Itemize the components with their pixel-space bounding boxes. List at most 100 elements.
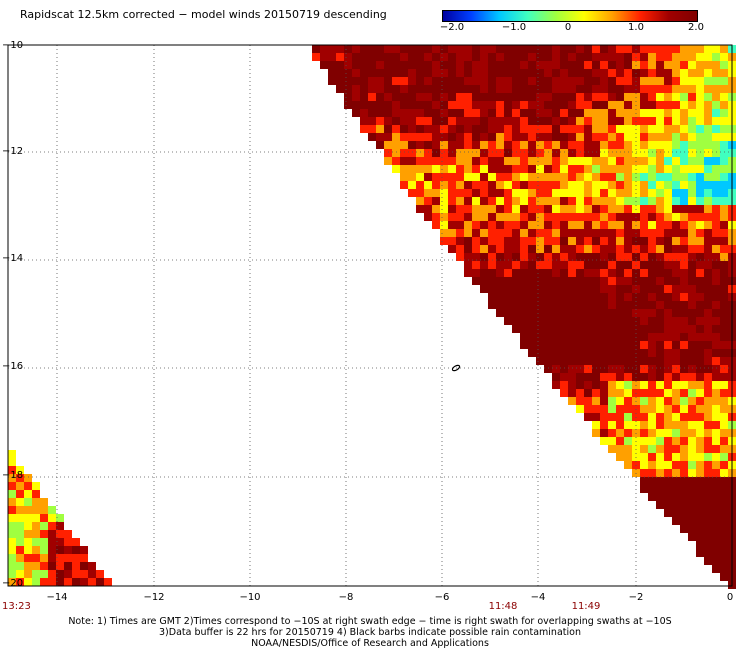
swath-cell bbox=[568, 165, 576, 173]
swath-cell bbox=[464, 205, 472, 213]
swath-cell bbox=[552, 213, 560, 221]
swath-cell bbox=[432, 165, 440, 173]
swath-cell bbox=[712, 125, 720, 133]
swath-cell bbox=[424, 213, 432, 221]
swath-cell bbox=[704, 173, 712, 181]
swath-cell bbox=[440, 213, 448, 221]
swath-cell bbox=[520, 237, 528, 245]
swath-cell bbox=[416, 141, 424, 149]
swath-cell bbox=[640, 85, 648, 93]
swath-cell bbox=[616, 269, 624, 277]
swath-cell bbox=[712, 477, 720, 485]
swath-cell bbox=[456, 237, 464, 245]
swath-cell bbox=[616, 357, 624, 365]
swath-cell bbox=[680, 221, 688, 229]
swath-cell bbox=[712, 301, 720, 309]
swath-cell bbox=[712, 557, 720, 565]
swath-cell bbox=[704, 181, 712, 189]
swath-cell bbox=[584, 285, 592, 293]
swath-cell bbox=[432, 61, 440, 69]
swath-cell bbox=[696, 245, 704, 253]
swath-cell bbox=[656, 133, 664, 141]
swath-cell bbox=[656, 77, 664, 85]
swath-cell bbox=[688, 525, 696, 533]
swath-cell bbox=[672, 461, 680, 469]
swath-cell bbox=[488, 229, 496, 237]
swath-cell bbox=[712, 77, 720, 85]
swath-cell bbox=[640, 469, 648, 477]
swath-cell bbox=[496, 173, 504, 181]
swath-cell bbox=[560, 277, 568, 285]
swath-cell bbox=[600, 301, 608, 309]
swath-cell bbox=[472, 77, 480, 85]
swath-cell bbox=[656, 165, 664, 173]
swath-cell bbox=[520, 93, 528, 101]
swath-cell bbox=[688, 181, 696, 189]
swath-cell bbox=[704, 429, 712, 437]
swath-cell bbox=[624, 117, 632, 125]
swath-cell bbox=[472, 109, 480, 117]
swath-cell bbox=[520, 325, 528, 333]
swath-cell bbox=[544, 117, 552, 125]
swath-cell bbox=[616, 389, 624, 397]
swath-cell bbox=[488, 293, 496, 301]
swath-cell bbox=[456, 245, 464, 253]
swath-cell bbox=[696, 405, 704, 413]
swath-cell bbox=[656, 445, 664, 453]
swath-cell bbox=[720, 469, 728, 477]
swath-cell bbox=[392, 77, 400, 85]
swath-cell bbox=[440, 69, 448, 77]
swath-cell bbox=[584, 53, 592, 61]
swath-cell bbox=[576, 173, 584, 181]
swath-cell bbox=[528, 221, 536, 229]
swath-cell bbox=[560, 237, 568, 245]
swath-cell bbox=[336, 85, 344, 93]
swath-cell bbox=[640, 141, 648, 149]
swath-cell bbox=[696, 109, 704, 117]
swath-cell bbox=[656, 149, 664, 157]
swath-cell bbox=[560, 157, 568, 165]
swath-cell bbox=[584, 173, 592, 181]
swath-cell bbox=[608, 413, 616, 421]
swath-cell bbox=[696, 253, 704, 261]
swath-cell bbox=[496, 61, 504, 69]
swath-cell bbox=[672, 349, 680, 357]
swath-cell bbox=[608, 293, 616, 301]
swath-cell bbox=[720, 109, 728, 117]
swath-cell bbox=[512, 181, 520, 189]
swath-cell bbox=[40, 538, 48, 546]
swath-cell bbox=[480, 277, 488, 285]
swath-cell bbox=[40, 514, 48, 522]
swath-cell bbox=[48, 514, 56, 522]
swath-cell bbox=[384, 93, 392, 101]
swath-cell bbox=[704, 357, 712, 365]
swath-cell bbox=[616, 405, 624, 413]
swath-cell bbox=[672, 197, 680, 205]
swath-cell bbox=[688, 381, 696, 389]
swath-cell bbox=[544, 93, 552, 101]
swath-cell bbox=[544, 149, 552, 157]
swath-cell bbox=[672, 245, 680, 253]
swath-cell bbox=[704, 117, 712, 125]
swath-cell bbox=[720, 221, 728, 229]
swath-cell bbox=[72, 538, 80, 546]
swath-cell bbox=[376, 125, 384, 133]
swath-cell bbox=[416, 189, 424, 197]
swath-cell bbox=[592, 317, 600, 325]
swath-cell bbox=[416, 53, 424, 61]
swath-cell bbox=[520, 245, 528, 253]
swath-cell bbox=[24, 578, 32, 586]
swath-cell bbox=[616, 109, 624, 117]
swath-cell bbox=[704, 405, 712, 413]
swath-cell bbox=[616, 365, 624, 373]
swath-cell bbox=[648, 221, 656, 229]
swath-cell bbox=[584, 293, 592, 301]
swath-cell bbox=[664, 85, 672, 93]
swath-cell bbox=[496, 237, 504, 245]
swath-cell bbox=[584, 357, 592, 365]
swath-cell bbox=[616, 309, 624, 317]
swath-cell bbox=[568, 189, 576, 197]
swath-cell bbox=[648, 125, 656, 133]
swath-cell bbox=[664, 189, 672, 197]
swath-cell bbox=[712, 93, 720, 101]
